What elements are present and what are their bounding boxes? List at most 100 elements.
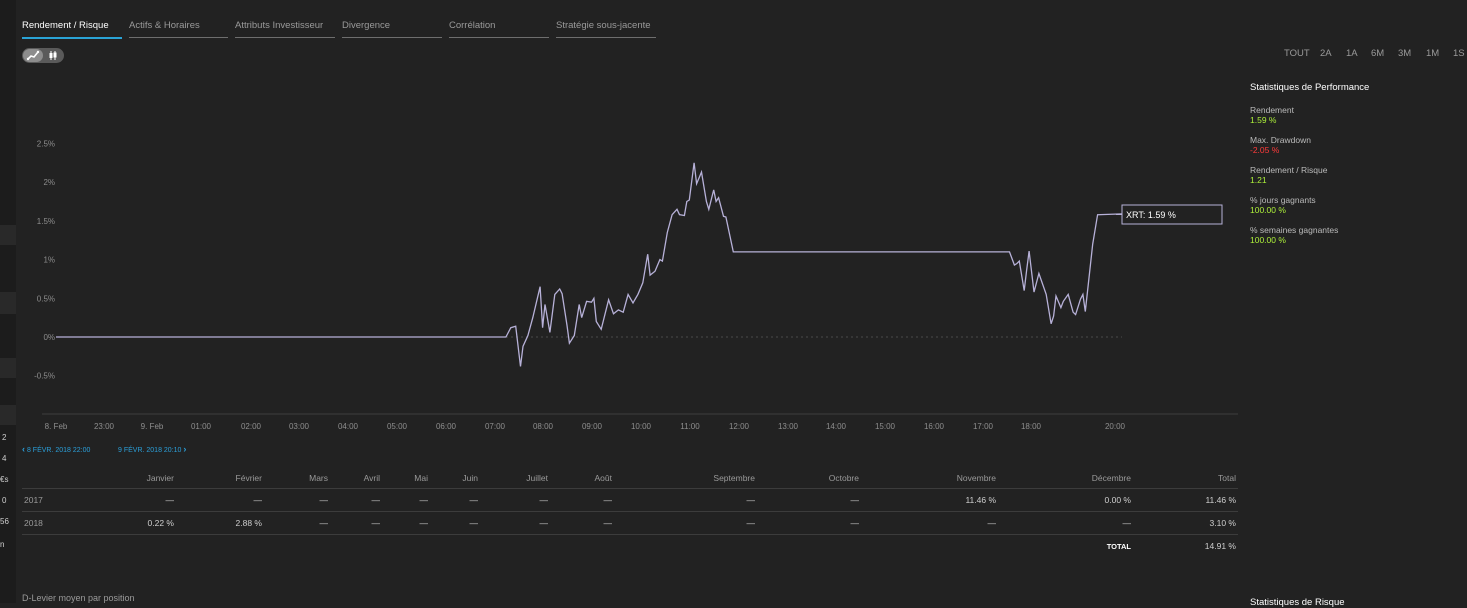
column-header: Octobre (757, 468, 861, 489)
range-tout[interactable]: TOUT (1284, 48, 1310, 59)
x-tick-label: 04:00 (338, 422, 359, 431)
performance-stats-panel: Statistiques de Performance Rendement 1.… (1250, 82, 1450, 255)
tooltip-box (1121, 204, 1223, 225)
stat-max-drawdown: Max. Drawdown -2.05 % (1250, 135, 1450, 155)
section-heading-levier: D-Levier moyen par position (22, 593, 135, 603)
column-header (22, 468, 72, 489)
range-2a[interactable]: 2A (1320, 48, 1332, 59)
nav-prev-label: 8 FÉVR. 2018 22:00 (26, 447, 91, 454)
range-1m[interactable]: 1M (1426, 48, 1440, 59)
left-sidebar-strip: 2 4 €s 0 56 n (0, 0, 16, 603)
x-tick-label: 05:00 (387, 422, 408, 431)
stat-value: 100.00 % (1250, 235, 1286, 245)
range-1s[interactable]: 1S (1453, 48, 1465, 59)
sidebar-block (0, 292, 16, 314)
chevron-right-icon: › (183, 444, 187, 454)
performance-title: Statistiques de Performance (1250, 82, 1370, 93)
chart-type-toggle[interactable] (22, 48, 64, 63)
table-cell: 0.22 % (72, 511, 176, 535)
candlestick-icon[interactable] (43, 49, 63, 62)
x-axis: 8. Feb 23:00 9. Feb 01:00 02:00 03:00 04:00 05:… (45, 422, 1126, 431)
table-cell: — (430, 511, 480, 535)
performance-chart[interactable]: 2.5% 2% 1.5% 1% 0.5% 0% -0.5% 8. Feb 23:00 9. Fe… (0, 80, 1240, 440)
table-total-row: TOTAL 14.91 % (22, 535, 1238, 558)
y-tick-label: 1.5% (37, 217, 55, 226)
line-chart-icon[interactable] (23, 49, 43, 62)
tab-correlation[interactable]: Corrélation (449, 20, 549, 38)
table-cell: — (614, 488, 757, 512)
total-label: TOTAL (1106, 541, 1131, 551)
range-3m[interactable]: 3M (1398, 48, 1412, 59)
y-axis: 2.5% 2% 1.5% 1% 0.5% 0% -0.5% (34, 140, 1123, 381)
x-tick-label: 18:00 (1021, 422, 1042, 431)
column-header: Septembre (614, 468, 757, 489)
stat-value: -2.05 % (1250, 145, 1280, 155)
series-tooltip: XRT: 1.59 % (1116, 204, 1223, 225)
stat-label: Rendement / Risque (1250, 165, 1328, 175)
column-header: Novembre (861, 468, 998, 489)
x-tick-label: 16:00 (924, 422, 945, 431)
row-year: 2018 (22, 511, 72, 535)
stat-label: Rendement (1250, 105, 1294, 115)
table-cell: — (550, 488, 614, 512)
stat-label: % semaines gagnantes (1250, 225, 1339, 235)
table-cell: — (382, 511, 430, 535)
sidebar-number: 4 (2, 454, 7, 463)
sidebar-number: 2 (2, 433, 7, 442)
column-header: Août (550, 468, 614, 489)
tab-actifs-horaires[interactable]: Actifs & Horaires (129, 20, 228, 38)
table-cell: — (72, 488, 176, 512)
range-1a[interactable]: 1A (1346, 48, 1358, 59)
table-cell: — (480, 511, 550, 535)
x-tick-label: 10:00 (631, 422, 652, 431)
stat-rendement: Rendement 1.59 % (1250, 105, 1450, 125)
x-tick-label: 14:00 (826, 422, 847, 431)
x-tick-label: 12:00 (729, 422, 750, 431)
nav-prev[interactable]: ‹ 8 FÉVR. 2018 22:00 (22, 444, 90, 454)
sidebar-block (0, 358, 16, 378)
nav-next[interactable]: 9 FÉVR. 2018 20:10 › (118, 444, 186, 454)
table-cell: — (998, 511, 1133, 535)
x-tick-label: 15:00 (875, 422, 896, 431)
table-cell: — (550, 511, 614, 535)
table-cell: — (757, 511, 861, 535)
table-header-row: Janvier Février Mars Avril Mai Juin Juil… (22, 468, 1238, 489)
range-6m[interactable]: 6M (1371, 48, 1385, 59)
y-tick-label: 2% (43, 178, 55, 187)
table-cell: 11.46 % (861, 488, 998, 512)
x-tick-label: 07:00 (485, 422, 506, 431)
stat-value: 1.21 (1250, 175, 1267, 185)
tab-divergence[interactable]: Divergence (342, 20, 442, 38)
x-tick-label: 13:00 (778, 422, 799, 431)
column-header: Mai (382, 468, 430, 489)
column-header: Juillet (480, 468, 550, 489)
tab-attributs-investisseur[interactable]: Attributs Investisseur (235, 20, 335, 38)
sidebar-number: n (0, 540, 5, 549)
tab-strategie-sous-jacente[interactable]: Stratégie sous-jacente (556, 20, 656, 38)
x-tick-label: 01:00 (191, 422, 212, 431)
sidebar-number: 0 (2, 496, 7, 505)
x-tick-label: 08:00 (533, 422, 554, 431)
sidebar-number: €s (0, 475, 9, 484)
total-value: 14.91 % (1204, 541, 1236, 551)
sidebar-block (0, 225, 16, 245)
column-header: Décembre (998, 468, 1133, 489)
x-tick-label: 8. Feb (45, 422, 68, 431)
tab-rendement-risque[interactable]: Rendement / Risque (22, 20, 122, 39)
x-tick-label: 11:00 (680, 422, 700, 431)
x-tick-label: 09:00 (582, 422, 603, 431)
stat-semaines-gagnantes: % semaines gagnantes 100.00 % (1250, 225, 1450, 245)
sidebar-number: 56 (0, 517, 9, 526)
stat-value: 1.59 % (1250, 115, 1277, 125)
column-header: Mars (264, 468, 330, 489)
table-cell: — (480, 488, 550, 512)
table-cell: 0.00 % (998, 488, 1133, 512)
stat-label: Max. Drawdown (1250, 135, 1311, 145)
column-header: Janvier (72, 468, 176, 489)
table-row: 2018 0.22 % 2.88 % — — — — — — — — — — 3… (22, 511, 1238, 535)
y-tick-label: 0% (43, 333, 55, 342)
x-tick-label: 03:00 (289, 422, 310, 431)
table-cell: — (382, 488, 430, 512)
table-cell: — (330, 511, 382, 535)
table-row: 2017 — — — — — — — — — — 11.46 % 0.00 % … (22, 488, 1238, 512)
